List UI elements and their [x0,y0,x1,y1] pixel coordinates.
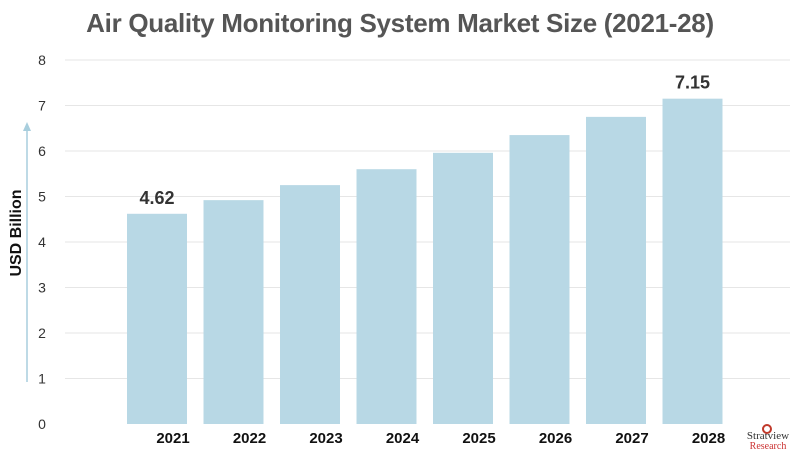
y-tick-label: 1 [38,371,46,387]
x-axis-ticks: 2021 2022 2023 2024 2025 2026 2027 2028 [156,430,725,447]
x-tick-label: 2028 [692,430,725,447]
y-tick-label: 3 [38,280,46,296]
chart-title: Air Quality Monitoring System Market Siz… [86,8,714,38]
brand-logo: Stratview Research [740,424,796,456]
bar-2023 [280,185,340,424]
logo-name: Stratview [746,430,790,442]
bars [127,98,723,425]
y-axis-ticks: 0 1 2 3 4 5 6 7 8 [38,52,46,432]
y-tick-label: 5 [38,189,46,205]
y-tick-label: 6 [38,143,46,159]
bar-2026 [509,135,570,424]
y-tick-label: 4 [38,234,46,250]
bar-2025 [433,152,493,424]
data-label-2021: 4.62 [139,188,174,208]
x-tick-label: 2026 [539,430,572,447]
y-tick-label: 8 [38,52,46,68]
logo-target-icon [762,424,772,434]
bar-2022 [203,200,264,424]
data-labels: 4.62 7.15 [139,73,710,208]
bar-2028 [662,98,723,425]
bar-2027 [586,116,646,424]
data-label-2028: 7.15 [675,73,710,93]
x-tick-label: 2023 [309,430,342,447]
x-tick-label: 2021 [156,430,189,447]
x-tick-label: 2024 [386,430,420,447]
bar-2021 [127,213,187,424]
logo-sub: Research [749,441,787,452]
bar-2024 [356,169,417,424]
y-tick-label: 2 [38,325,46,341]
y-tick-label: 7 [38,98,46,114]
x-tick-label: 2025 [462,430,495,447]
y-axis-arrowhead-icon [23,122,31,131]
y-tick-label: 0 [38,416,46,432]
x-tick-label: 2027 [615,430,648,447]
x-tick-label: 2022 [233,430,266,447]
